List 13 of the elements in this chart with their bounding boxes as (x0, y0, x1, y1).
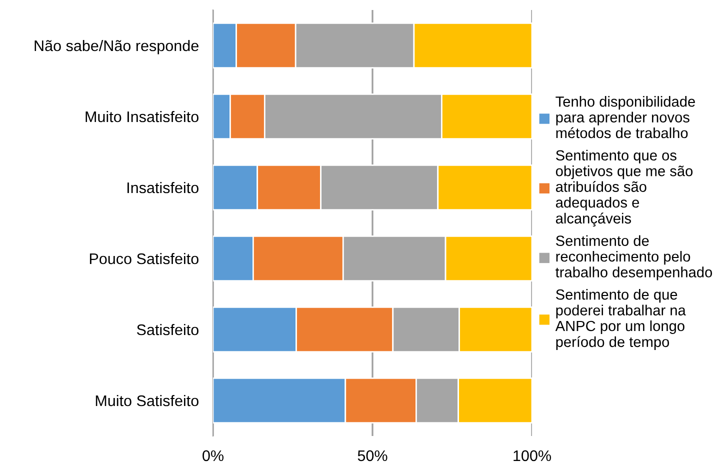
legend-label: Sentimento de que poderei trabalhar na ANPC por um longo período de tempo (555, 289, 686, 350)
y-tick-label: Muito Satisfeito (96, 394, 198, 406)
y-tick-label: Muito Insatisfeito (86, 110, 198, 122)
y-tick-label: Não sabe/Não responde (34, 40, 198, 54)
legend-label: Sentimento de reconhecimento pelo trabalho desempenhado (556, 235, 712, 280)
y-tick-label: Satisfeito (136, 324, 198, 336)
legend-label: Tenho disponibilidade para aprender novos métodos de trabalho (556, 96, 695, 138)
x-tick-label: 100% (514, 450, 551, 462)
y-tick-label: Insatisfeito (127, 182, 198, 194)
y-tick-label: Pouco Satisfeito (90, 252, 198, 264)
legend-label: Sentimento que os objetivos que me são atribuídos são adequados e alcançáveis (556, 150, 693, 227)
x-tick-label: 0% (202, 450, 224, 462)
x-tick-label: 50% (358, 450, 388, 462)
